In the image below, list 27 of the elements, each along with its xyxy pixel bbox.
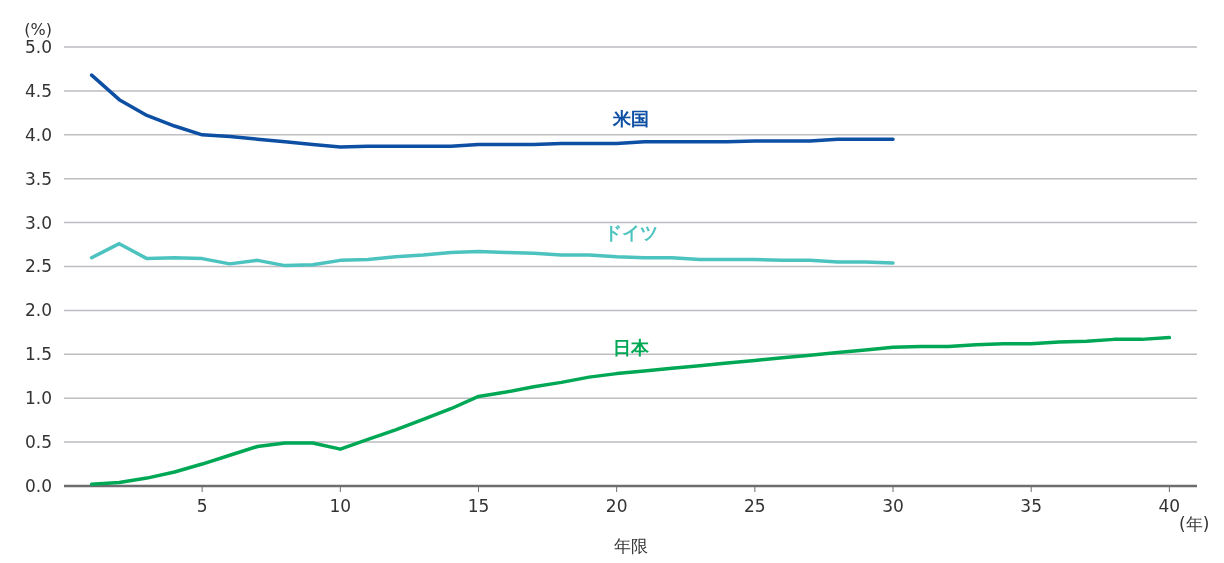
line-series [89, 335, 1172, 486]
x-tick-label: 25 [744, 496, 766, 516]
x-tick-label: 15 [467, 496, 490, 516]
line-series [89, 73, 895, 149]
y-tick-label: 2.0 [24, 300, 52, 321]
y-tick-label: 0.5 [24, 432, 52, 453]
x-tick-label: 30 [882, 496, 904, 516]
y-tick-label: 1.5 [24, 344, 52, 365]
x-tick-label: 10 [329, 496, 352, 516]
x-tick-label: 5 [196, 496, 208, 516]
x-axis-title: 年限 [613, 536, 648, 556]
line-series [89, 241, 895, 268]
y-axis-title: (%) [24, 20, 52, 39]
y-tick-label: 3.5 [24, 168, 52, 189]
series-label: 米国 [611, 107, 649, 129]
series-label: ドイツ [603, 222, 658, 244]
y-tick-label: 4.5 [24, 80, 52, 101]
x2-axis-title: (年) [1179, 514, 1210, 534]
x-tick-label: 20 [605, 496, 628, 516]
y-tick-label: 3.0 [24, 212, 52, 233]
y-tick-label: 0.0 [24, 475, 52, 496]
y-tick-label: 4.0 [24, 124, 52, 145]
y-tick-label: 2.5 [24, 256, 52, 277]
series-label: 日本 [612, 337, 650, 359]
x-tick-label: 40 [1158, 496, 1181, 516]
y-tick-label: 1.0 [24, 388, 52, 409]
x-tick-label: 35 [1020, 496, 1043, 516]
